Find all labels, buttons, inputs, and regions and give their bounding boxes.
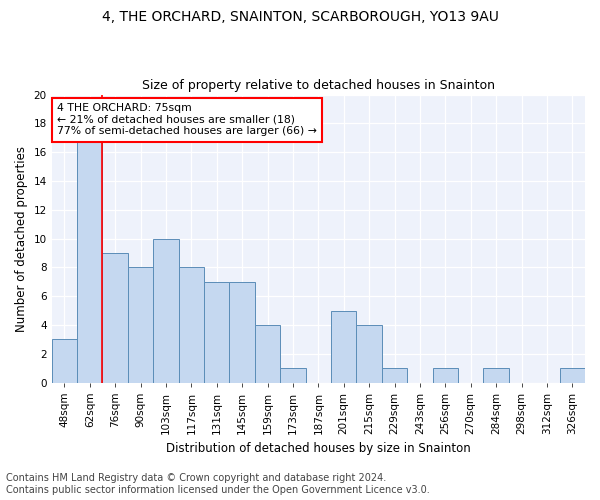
Bar xyxy=(204,282,229,382)
Bar xyxy=(560,368,585,382)
Text: Contains HM Land Registry data © Crown copyright and database right 2024.
Contai: Contains HM Land Registry data © Crown c… xyxy=(6,474,430,495)
Text: 4 THE ORCHARD: 75sqm
← 21% of detached houses are smaller (18)
77% of semi-detac: 4 THE ORCHARD: 75sqm ← 21% of detached h… xyxy=(57,103,317,136)
Text: 4, THE ORCHARD, SNAINTON, SCARBOROUGH, YO13 9AU: 4, THE ORCHARD, SNAINTON, SCARBOROUGH, Y… xyxy=(101,10,499,24)
Y-axis label: Number of detached properties: Number of detached properties xyxy=(15,146,28,332)
Bar xyxy=(356,325,382,382)
Bar xyxy=(179,268,204,382)
Bar xyxy=(484,368,509,382)
Bar xyxy=(382,368,407,382)
Bar xyxy=(52,340,77,382)
Bar xyxy=(331,310,356,382)
Bar xyxy=(128,268,153,382)
Bar xyxy=(229,282,255,382)
Bar xyxy=(153,238,179,382)
Bar xyxy=(103,253,128,382)
Bar xyxy=(280,368,305,382)
X-axis label: Distribution of detached houses by size in Snainton: Distribution of detached houses by size … xyxy=(166,442,471,455)
Bar xyxy=(77,138,103,382)
Bar xyxy=(433,368,458,382)
Title: Size of property relative to detached houses in Snainton: Size of property relative to detached ho… xyxy=(142,79,495,92)
Bar xyxy=(255,325,280,382)
